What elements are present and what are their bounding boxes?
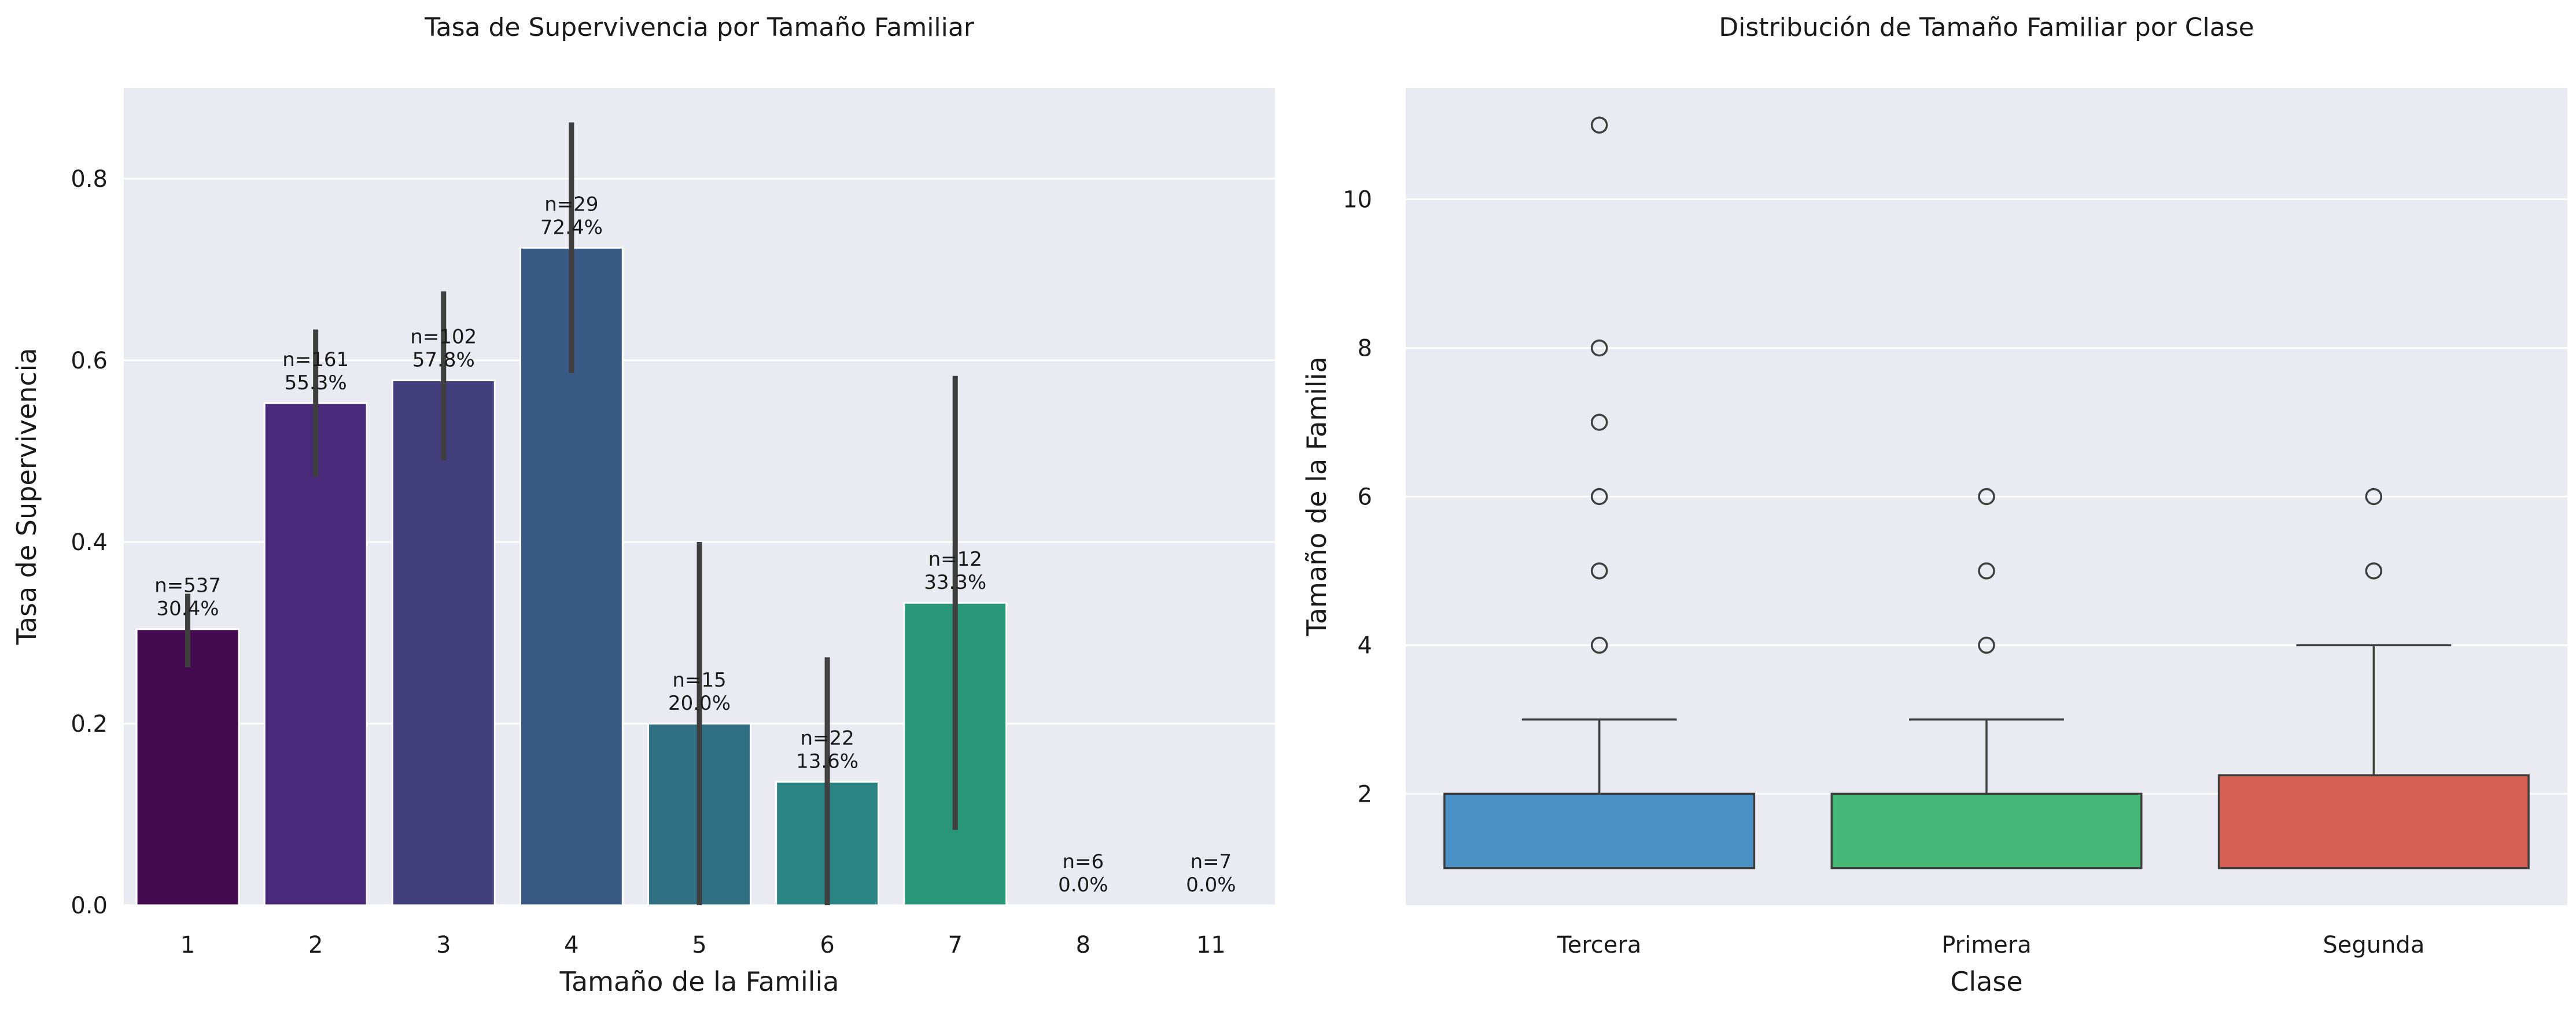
box-outlier: [1590, 339, 1608, 357]
box-y-tick: 6: [1358, 484, 1372, 511]
survival-count-label: n=29: [544, 193, 598, 216]
box-outlier: [1590, 636, 1608, 654]
survival-bar: [391, 379, 496, 906]
box-outlier: [2365, 488, 2383, 506]
survival-rate-label: 20.0%: [668, 692, 731, 715]
box-y-tick: 2: [1358, 781, 1372, 807]
survival-rate-label: 33.3%: [924, 571, 986, 594]
box-x-axis-label: Clase: [1950, 966, 2022, 997]
survival-count-label: n=22: [800, 727, 854, 750]
survival-bar: [135, 628, 240, 906]
survival-x-tick: 2: [308, 932, 323, 958]
box-iqr: [2217, 774, 2530, 869]
survival-x-tick: 1: [180, 932, 195, 958]
survival-rate-label: 13.6%: [796, 750, 858, 773]
survival-rate-label: 72.4%: [540, 216, 603, 239]
survival-rate-label: 57.8%: [412, 349, 475, 372]
survival-y-tick: 0.6: [71, 348, 108, 374]
survival-y-tick: 0.8: [71, 166, 108, 193]
survival-y-tick: 0.0: [71, 893, 108, 919]
survival-x-tick: 7: [948, 932, 962, 958]
box-x-tick: Segunda: [2323, 932, 2424, 958]
survival-count-label: n=12: [928, 548, 982, 571]
box-y-tick: 4: [1358, 632, 1372, 659]
box-chart-title: Distribución de Tamaño Familiar por Clas…: [1719, 13, 2254, 42]
survival-y-axis-label: Tasa de Supervivencia: [11, 348, 42, 645]
survival-x-tick: 4: [564, 932, 578, 958]
survival-x-tick: 8: [1076, 932, 1090, 958]
box-iqr: [1830, 792, 2143, 869]
survival-count-label: n=537: [154, 574, 221, 598]
box-iqr: [1443, 792, 1756, 869]
box-outlier: [1978, 488, 1995, 506]
survival-count-label: n=6: [1062, 850, 1104, 873]
survival-rate-label: 0.0%: [1058, 873, 1108, 897]
survival-rate-label: 30.4%: [157, 598, 219, 621]
survival-y-tick: 0.4: [71, 529, 108, 556]
survival-rate-label: 55.3%: [285, 371, 347, 394]
survival-count-label: n=161: [282, 348, 349, 371]
survival-y-tick: 0.2: [71, 711, 108, 738]
survival-rate-label: 0.0%: [1186, 873, 1236, 897]
box-outlier: [1978, 636, 1995, 654]
survival-bar: [263, 402, 368, 906]
survival-x-tick: 3: [436, 932, 451, 958]
survival-x-tick: 5: [692, 932, 706, 958]
survival-chart-title: Tasa de Supervivencia por Tamaño Familia…: [424, 13, 975, 42]
survival-x-axis-label: Tamaño de la Familia: [559, 966, 839, 997]
box-x-tick: Tercera: [1557, 932, 1641, 958]
box-outlier: [1590, 116, 1608, 134]
box-y-axis-label: Tamaño de la Familia: [1301, 356, 1332, 636]
box-outlier: [2365, 562, 2383, 580]
box-outlier: [1978, 562, 1995, 580]
survival-x-tick: 6: [820, 932, 834, 958]
survival-count-label: n=7: [1191, 850, 1232, 873]
box-y-tick: 10: [1343, 187, 1372, 213]
box-outlier: [1590, 488, 1608, 506]
box-y-tick: 8: [1358, 335, 1372, 362]
survival-count-label: n=102: [410, 326, 477, 349]
box-outlier: [1590, 562, 1608, 580]
survival-count-label: n=15: [672, 669, 726, 692]
family-size-box-chart: 2 4 6 8 10 Tercera Primera Segunda Distribució…: [1301, 13, 2567, 997]
box-x-tick: Primera: [1941, 932, 2032, 958]
survival-x-tick: 11: [1196, 932, 1226, 958]
box-outlier: [1590, 414, 1608, 431]
